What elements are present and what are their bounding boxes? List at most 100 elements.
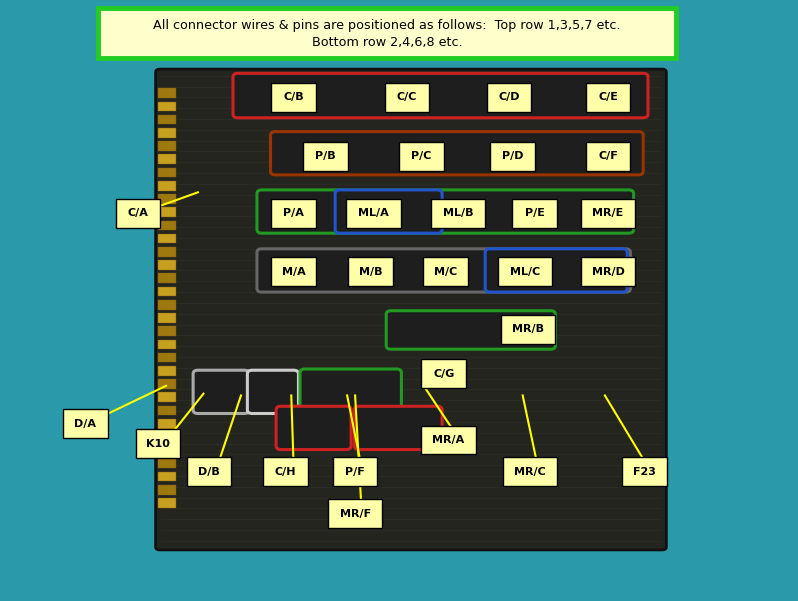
FancyBboxPatch shape [257,190,634,233]
Bar [158,102,176,111]
Text: M/A: M/A [282,267,306,276]
Bar [158,498,176,508]
Bar [158,485,176,495]
Text: C/E: C/E [598,93,618,102]
FancyBboxPatch shape [63,409,108,438]
FancyBboxPatch shape [421,426,476,454]
FancyBboxPatch shape [233,73,648,118]
FancyBboxPatch shape [581,257,635,286]
Text: F23: F23 [634,467,656,477]
FancyBboxPatch shape [348,257,393,286]
Text: C/F: C/F [598,151,618,161]
Text: MR/B: MR/B [512,325,544,334]
Bar [158,260,176,270]
Bar [158,221,176,230]
FancyBboxPatch shape [333,457,377,486]
Bar [158,168,176,177]
Bar [158,445,176,455]
FancyBboxPatch shape [385,83,429,112]
Text: D/B: D/B [198,467,220,477]
FancyBboxPatch shape [136,429,180,458]
Bar [158,340,176,349]
FancyBboxPatch shape [247,370,298,413]
Text: P/C: P/C [411,151,432,161]
Text: P/B: P/B [315,151,336,161]
FancyBboxPatch shape [263,457,308,486]
Text: All connector wires & pins are positioned as follows:  Top row 1,3,5,7 etc.: All connector wires & pins are positione… [153,19,621,32]
FancyBboxPatch shape [485,249,627,292]
FancyBboxPatch shape [271,257,316,286]
FancyBboxPatch shape [271,132,643,175]
Text: C/H: C/H [275,467,296,477]
Bar [158,181,176,191]
Bar [158,115,176,124]
FancyBboxPatch shape [586,142,630,171]
Bar [158,234,176,243]
FancyBboxPatch shape [586,83,630,112]
Bar [158,207,176,217]
Text: M/B: M/B [358,267,382,276]
Text: D/A: D/A [74,419,97,429]
Bar [158,353,176,362]
FancyBboxPatch shape [431,199,485,228]
Text: C/B: C/B [283,93,304,102]
FancyBboxPatch shape [501,315,555,344]
FancyBboxPatch shape [503,457,557,486]
Bar [158,459,176,468]
Text: ML/A: ML/A [358,209,389,218]
FancyBboxPatch shape [276,406,351,450]
Bar [158,194,176,204]
FancyBboxPatch shape [98,8,676,58]
Text: K10: K10 [146,439,170,448]
FancyBboxPatch shape [187,457,231,486]
Text: MR/A: MR/A [433,435,464,445]
Bar [158,287,176,296]
Text: C/G: C/G [433,369,454,379]
FancyBboxPatch shape [581,199,635,228]
FancyBboxPatch shape [354,406,442,450]
FancyBboxPatch shape [512,199,557,228]
Bar [158,313,176,323]
FancyBboxPatch shape [622,457,667,486]
Bar [158,406,176,415]
Bar [158,472,176,481]
FancyBboxPatch shape [346,199,401,228]
Text: P/F: P/F [346,467,365,477]
FancyBboxPatch shape [335,190,442,233]
Bar [158,154,176,164]
FancyBboxPatch shape [328,499,382,528]
Text: MR/C: MR/C [514,467,546,477]
Text: MR/F: MR/F [339,509,371,519]
FancyBboxPatch shape [271,83,316,112]
Text: P/A: P/A [283,209,304,218]
Bar [158,141,176,151]
Bar [158,392,176,402]
FancyBboxPatch shape [193,370,249,413]
FancyBboxPatch shape [300,369,401,413]
Text: P/E: P/E [525,209,544,218]
FancyBboxPatch shape [498,257,552,286]
FancyBboxPatch shape [490,142,535,171]
Bar [158,326,176,336]
FancyBboxPatch shape [487,83,531,112]
Text: Bottom row 2,4,6,8 etc.: Bottom row 2,4,6,8 etc. [312,35,462,49]
Bar [158,273,176,283]
Bar [158,419,176,429]
FancyBboxPatch shape [399,142,444,171]
Bar [158,432,176,442]
FancyBboxPatch shape [257,249,630,292]
FancyBboxPatch shape [421,359,466,388]
FancyBboxPatch shape [116,199,160,228]
FancyBboxPatch shape [156,69,666,550]
FancyBboxPatch shape [271,199,316,228]
Bar [158,128,176,138]
Text: C/D: C/D [499,93,519,102]
Text: ML/B: ML/B [443,209,473,218]
Text: C/A: C/A [128,209,148,218]
FancyBboxPatch shape [303,142,348,171]
Text: ML/C: ML/C [510,267,540,276]
Text: M/C: M/C [433,267,457,276]
FancyBboxPatch shape [423,257,468,286]
Text: MR/E: MR/E [592,209,624,218]
Bar [158,366,176,376]
